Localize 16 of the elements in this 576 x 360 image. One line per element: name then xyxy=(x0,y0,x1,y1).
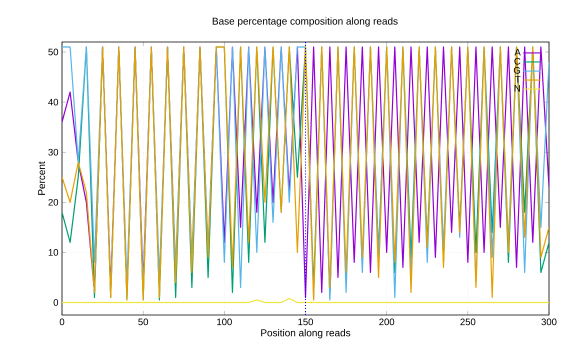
y-tick-label: 0 xyxy=(54,299,58,306)
y-tick-label: 40 xyxy=(48,98,58,106)
x-tick-label: 0 xyxy=(60,318,64,326)
x-axis-title: Position along reads xyxy=(261,329,350,338)
y-tick-label: 50 xyxy=(48,48,58,56)
x-tick-label: 50 xyxy=(138,318,148,326)
y-tick-label: 20 xyxy=(48,198,58,206)
y-tick-label: 10 xyxy=(48,249,58,256)
x-tick-label: 100 xyxy=(217,318,232,326)
y-axis-title: Percent xyxy=(38,161,46,195)
x-tick-label: 200 xyxy=(379,318,394,326)
x-tick-label: 150 xyxy=(298,318,314,326)
x-tick-label: 300 xyxy=(541,318,557,326)
y-tick-label: 30 xyxy=(48,148,58,156)
x-tick-label: 250 xyxy=(460,318,476,326)
chart-title: Base percentage composition along reads xyxy=(212,17,398,27)
